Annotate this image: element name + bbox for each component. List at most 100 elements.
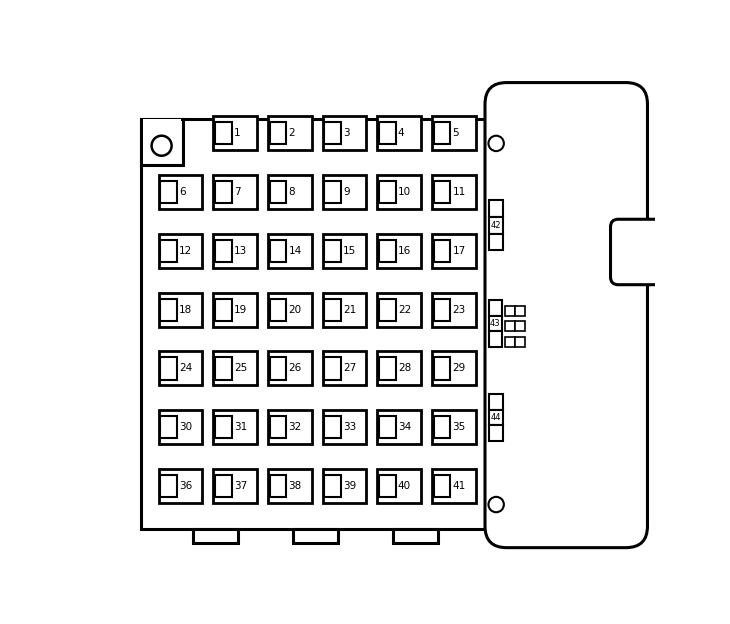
Bar (323, 175, 366, 209)
Bar (268, 351, 312, 386)
Bar (489, 425, 504, 441)
Bar (161, 181, 177, 203)
Bar (377, 175, 421, 209)
Text: 10: 10 (398, 187, 411, 197)
Bar (158, 410, 202, 444)
Text: 32: 32 (288, 422, 301, 432)
Bar (434, 416, 450, 438)
Bar (213, 175, 257, 209)
Bar (503, 108, 526, 522)
Bar (323, 234, 366, 268)
Bar (489, 301, 502, 316)
Bar (393, 529, 438, 543)
Text: 2: 2 (288, 129, 295, 139)
Bar (268, 175, 312, 209)
Bar (505, 306, 515, 316)
Bar (489, 394, 504, 410)
Text: 25: 25 (234, 363, 247, 373)
Bar (161, 299, 177, 321)
Text: 33: 33 (343, 422, 356, 432)
Bar (268, 293, 312, 327)
Bar (434, 475, 450, 497)
Bar (213, 410, 257, 444)
Bar (158, 469, 202, 503)
Bar (323, 410, 366, 444)
Bar (215, 240, 231, 262)
Circle shape (488, 135, 504, 151)
Bar (432, 469, 476, 503)
Bar (268, 410, 312, 444)
Text: 5: 5 (453, 129, 459, 139)
Bar (379, 240, 396, 262)
Text: 35: 35 (453, 422, 466, 432)
Bar (515, 321, 525, 331)
Bar (377, 234, 421, 268)
Bar (213, 234, 257, 268)
Bar (432, 351, 476, 386)
Bar (161, 358, 177, 379)
Bar (505, 321, 515, 331)
Text: 17: 17 (453, 246, 466, 256)
Bar (432, 234, 476, 268)
Bar (215, 358, 231, 379)
Bar (434, 122, 450, 145)
Circle shape (488, 497, 504, 512)
Bar (432, 175, 476, 209)
Bar (213, 116, 257, 150)
Text: 16: 16 (398, 246, 411, 256)
Bar (323, 116, 366, 150)
Bar (269, 299, 286, 321)
Bar (434, 299, 450, 321)
Circle shape (152, 135, 172, 156)
Bar (432, 116, 476, 150)
Text: 43: 43 (490, 319, 501, 328)
Text: 13: 13 (234, 246, 247, 256)
Bar (158, 293, 202, 327)
Bar (158, 234, 202, 268)
Bar (142, 119, 182, 163)
Text: 1: 1 (234, 129, 240, 139)
Bar (324, 181, 341, 203)
Bar (489, 331, 502, 347)
Text: 37: 37 (234, 481, 247, 491)
Bar (377, 351, 421, 386)
Bar (324, 122, 341, 145)
Bar (432, 293, 476, 327)
Bar (379, 299, 396, 321)
Bar (434, 240, 450, 262)
FancyBboxPatch shape (485, 82, 648, 548)
Text: 36: 36 (179, 481, 193, 491)
Text: 31: 31 (234, 422, 247, 432)
Bar (269, 240, 286, 262)
Text: 11: 11 (453, 187, 466, 197)
Bar (158, 351, 202, 386)
Text: 38: 38 (288, 481, 301, 491)
Text: 14: 14 (288, 246, 301, 256)
Bar (193, 529, 238, 543)
Text: 24: 24 (179, 363, 193, 373)
Text: 40: 40 (398, 481, 411, 491)
Bar (141, 119, 485, 529)
Bar (379, 181, 396, 203)
Text: 42: 42 (491, 220, 502, 230)
Text: 6: 6 (179, 187, 185, 197)
Bar (161, 416, 177, 438)
Bar (323, 351, 366, 386)
Text: 23: 23 (453, 305, 466, 314)
Text: 15: 15 (343, 246, 356, 256)
Bar (268, 469, 312, 503)
Bar (161, 475, 177, 497)
Bar (323, 469, 366, 503)
Bar (615, 231, 630, 273)
Bar (324, 416, 341, 438)
Bar (324, 240, 341, 262)
Bar (379, 475, 396, 497)
Bar (489, 233, 504, 250)
Bar (213, 351, 257, 386)
Bar (324, 475, 341, 497)
Text: 27: 27 (343, 363, 356, 373)
Text: 29: 29 (453, 363, 466, 373)
Bar (489, 217, 504, 233)
Bar (215, 299, 231, 321)
Bar (379, 358, 396, 379)
